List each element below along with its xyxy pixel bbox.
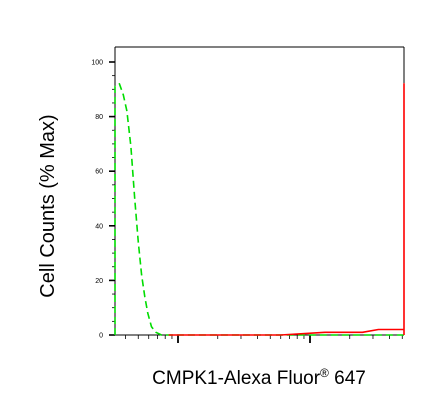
axes — [114, 46, 405, 336]
x-axis-title-main: CMPK1-Alexa Fluor — [152, 368, 321, 389]
solid-red-series-line — [168, 83, 405, 336]
y-axis-title: Cell Counts (% Max) — [37, 114, 59, 297]
y-tick-label: 20 — [95, 278, 103, 285]
ticks: 0 20 40 60 80 100 — [91, 60, 403, 343]
x-axis-title-suffix: 647 — [329, 368, 366, 389]
dashed-green-series-line — [114, 83, 404, 336]
x-axis-title-superscript: ® — [320, 366, 329, 380]
series-group — [114, 83, 405, 336]
y-tick-label: 0 — [99, 333, 103, 340]
y-tick-label: 100 — [91, 60, 103, 67]
y-tick-label: 40 — [95, 223, 103, 230]
x-axis-title: CMPK1-Alexa Fluor® 647 — [152, 366, 366, 389]
y-tick-label: 60 — [95, 169, 103, 176]
y-tick-label: 80 — [95, 114, 103, 121]
